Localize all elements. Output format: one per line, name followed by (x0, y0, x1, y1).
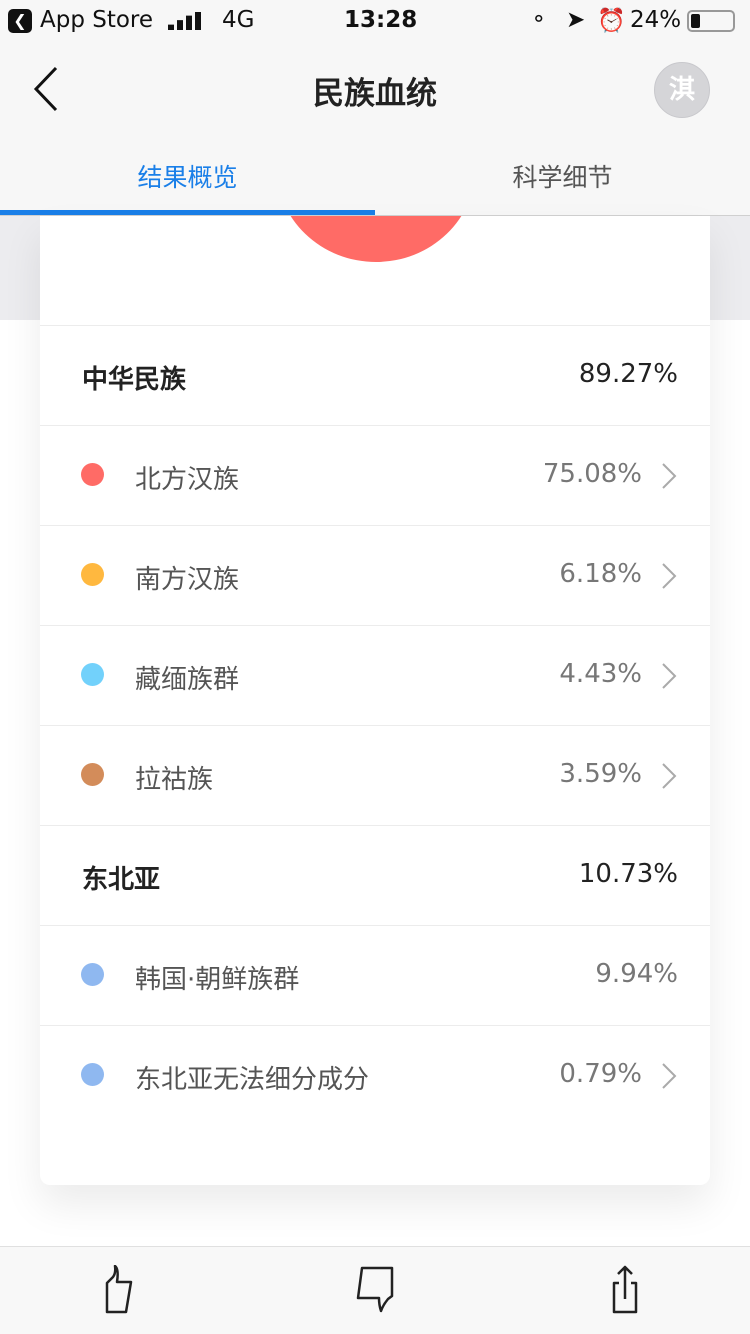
color-dot (81, 663, 104, 686)
ancestry-row[interactable]: 藏缅族群 4.43% (40, 625, 710, 725)
group-row: 东北亚 10.73% (40, 825, 710, 925)
network-label: 4G (222, 7, 255, 33)
group-name: 中华民族 (82, 365, 187, 395)
location-icon: ➤ (566, 7, 586, 33)
tab-overview[interactable]: 结果概览 (137, 163, 238, 192)
chevron-right-icon (662, 563, 677, 589)
avatar[interactable]: 淇 (654, 62, 710, 118)
battery-percent: 24% (630, 7, 682, 33)
ancestry-name: 东北亚无法细分成分 (135, 1065, 370, 1095)
color-dot (81, 563, 104, 586)
ancestry-name: 拉祜族 (135, 765, 214, 795)
nav-bar: 民族血统 淇 (0, 42, 750, 132)
color-dot (81, 1063, 104, 1086)
ancestry-row[interactable]: 拉祜族 3.59% (40, 725, 710, 825)
chevron-right-icon (662, 763, 677, 789)
chevron-right-icon (662, 1063, 677, 1089)
clock: 13:28 (344, 7, 418, 33)
ancestry-percent: 6.18% (559, 559, 642, 589)
ancestry-row: 韩国·朝鲜族群 9.94% (40, 925, 710, 1025)
group-percent: 10.73% (578, 859, 678, 889)
back-to-app-icon[interactable]: ❮ (8, 9, 32, 33)
rotation-lock-icon: ⚬ (530, 7, 548, 31)
ancestry-percent: 3.59% (559, 759, 642, 789)
color-dot (81, 963, 104, 986)
ancestry-name: 北方汉族 (135, 465, 240, 495)
ancestry-percent: 4.43% (559, 659, 642, 689)
chevron-right-icon (662, 663, 677, 689)
page-title: 民族血统 (313, 76, 437, 112)
ancestry-row[interactable]: 南方汉族 6.18% (40, 525, 710, 625)
ancestry-card: 中华民族 89.27% 北方汉族 75.08% 南方汉族 6.18% 藏缅族群 4.43% 拉祜… (40, 216, 710, 1185)
tab-bar: 结果概览 科学细节 (0, 132, 750, 216)
color-dot (81, 763, 104, 786)
ancestry-percent: 0.79% (559, 1059, 642, 1089)
color-dot (81, 463, 104, 486)
ancestry-percent: 9.94% (595, 959, 678, 989)
ancestry-name: 南方汉族 (135, 565, 240, 595)
ancestry-row[interactable]: 东北亚无法细分成分 0.79% (40, 1025, 710, 1125)
group-percent: 89.27% (578, 359, 678, 389)
tab-science-details[interactable]: 科学细节 (512, 163, 613, 192)
alarm-icon: ⏰ (597, 8, 626, 34)
pie-slice-north-han (276, 216, 476, 262)
ancestry-row[interactable]: 北方汉族 75.08% (40, 425, 710, 525)
ancestry-name: 藏缅族群 (135, 665, 240, 695)
ancestry-name: 韩国·朝鲜族群 (135, 965, 300, 995)
share-icon[interactable] (602, 1265, 648, 1315)
status-bar: ❮ App Store 4G 13:28 ⚬ ➤ ⏰ 24% (0, 0, 750, 42)
battery-icon (687, 10, 735, 32)
thumbs-up-icon[interactable] (103, 1265, 149, 1315)
back-button[interactable] (30, 64, 70, 114)
ancestry-percent: 75.08% (542, 459, 642, 489)
signal-icon (168, 12, 202, 30)
active-tab-indicator (0, 210, 375, 215)
thumbs-down-icon[interactable] (352, 1265, 398, 1315)
group-row: 中华民族 89.27% (40, 325, 710, 425)
back-app-label[interactable]: App Store (40, 7, 154, 33)
group-name: 东北亚 (82, 865, 161, 895)
chevron-right-icon (662, 463, 677, 489)
bottom-toolbar (0, 1246, 750, 1334)
